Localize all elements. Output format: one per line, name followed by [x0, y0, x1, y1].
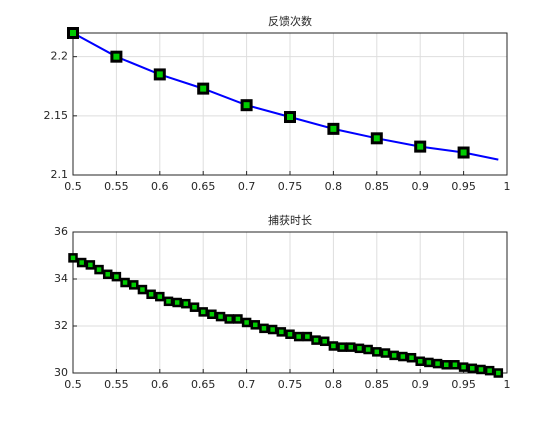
marker [207, 309, 217, 319]
y-tick-label: 2.1 [51, 168, 69, 181]
marker [76, 257, 87, 268]
x-tick-label: 0.6 [151, 180, 169, 193]
x-tick-label: 0.55 [104, 180, 129, 193]
marker [163, 296, 174, 307]
marker [337, 342, 347, 352]
marker [450, 360, 460, 370]
x-tick-label: 0.65 [191, 378, 216, 391]
chart-title: 反馈次数 [268, 14, 312, 28]
x-tick-label: 0.8 [325, 378, 343, 391]
marker [293, 331, 304, 342]
y-tick-label: 2.2 [51, 50, 69, 63]
marker [102, 269, 113, 280]
marker [327, 122, 340, 135]
marker [415, 356, 425, 366]
axes-box [72, 231, 508, 374]
marker [197, 82, 210, 95]
marker [120, 277, 130, 288]
marker [424, 357, 434, 368]
marker [241, 317, 252, 328]
axes-box [72, 32, 508, 176]
marker [198, 307, 208, 317]
marker [129, 280, 139, 290]
marker [267, 324, 278, 335]
marker [441, 360, 451, 370]
marker [467, 363, 478, 374]
x-tick-label: 0.7 [238, 180, 256, 193]
marker [189, 302, 200, 312]
x-tick-label: 0.95 [451, 180, 476, 193]
marker [389, 350, 399, 361]
marker [354, 343, 365, 354]
marker [85, 260, 96, 270]
marker [380, 348, 391, 358]
marker [476, 364, 486, 375]
marker [259, 323, 269, 334]
marker [181, 298, 191, 309]
x-tick-label: 0.65 [191, 180, 216, 193]
x-tick-label: 1 [504, 378, 511, 391]
marker [284, 111, 296, 124]
x-tick-label: 0.75 [278, 378, 303, 391]
marker [172, 297, 182, 308]
x-tick-label: 0.5 [64, 180, 82, 193]
marker [319, 336, 330, 347]
x-tick-label: 0.8 [325, 180, 343, 193]
chart-title: 捕获时长 [268, 213, 312, 227]
marker [110, 50, 123, 63]
marker [311, 335, 321, 345]
x-tick-label: 0.75 [278, 180, 303, 193]
marker [302, 331, 313, 342]
marker [346, 342, 356, 352]
marker [285, 329, 295, 339]
marker [94, 264, 104, 275]
x-tick-label: 0.55 [104, 378, 129, 391]
marker [328, 341, 339, 351]
marker [398, 351, 408, 362]
marker [153, 68, 166, 81]
marker [155, 291, 165, 302]
x-tick-label: 0.85 [365, 378, 390, 391]
y-tick-label: 2.15 [44, 109, 69, 122]
x-tick-label: 0.5 [64, 378, 82, 391]
x-tick-label: 0.85 [365, 180, 390, 193]
marker [370, 132, 383, 145]
marker [146, 289, 156, 300]
marker [363, 344, 373, 355]
marker [406, 352, 417, 363]
marker [493, 368, 504, 378]
marker [457, 146, 470, 159]
marker [137, 284, 148, 295]
marker [111, 271, 122, 282]
marker [68, 253, 78, 263]
x-tick-label: 0.9 [411, 180, 429, 193]
marker [240, 99, 253, 112]
y-tick-label: 30 [54, 366, 68, 379]
x-tick-label: 0.95 [451, 378, 476, 391]
marker [250, 320, 261, 330]
x-tick-label: 1 [504, 180, 511, 193]
x-tick-label: 0.9 [411, 378, 429, 391]
marker [67, 27, 79, 39]
y-tick-label: 32 [54, 319, 68, 332]
x-tick-label: 0.7 [238, 378, 256, 391]
marker [484, 365, 495, 376]
marker [458, 362, 469, 372]
marker [224, 314, 234, 324]
x-tick-label: 0.6 [151, 378, 169, 391]
marker [414, 140, 427, 153]
marker [233, 314, 243, 324]
y-tick-label: 36 [54, 225, 68, 238]
marker [276, 327, 287, 337]
y-tick-label: 34 [54, 272, 68, 285]
marker [432, 358, 443, 369]
marker [372, 347, 382, 357]
marker [215, 311, 226, 322]
